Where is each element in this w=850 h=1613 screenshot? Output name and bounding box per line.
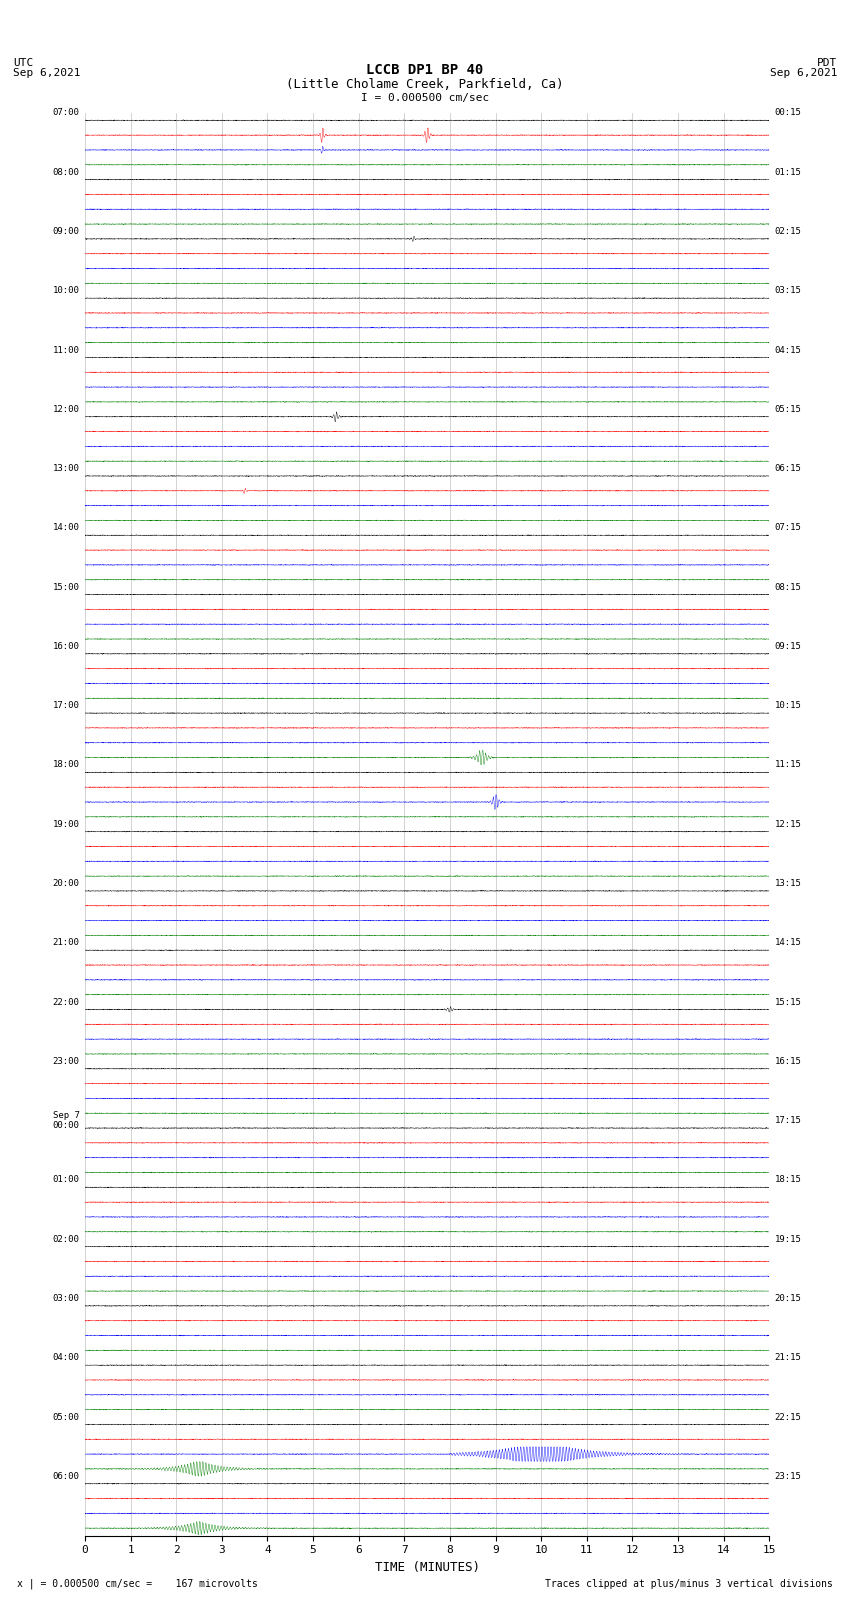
Text: LCCB DP1 BP 40: LCCB DP1 BP 40 [366, 63, 484, 77]
Text: 03:00: 03:00 [53, 1294, 80, 1303]
Text: 20:15: 20:15 [774, 1294, 802, 1303]
Text: 16:00: 16:00 [53, 642, 80, 652]
Text: 02:00: 02:00 [53, 1234, 80, 1244]
Text: 14:00: 14:00 [53, 523, 80, 532]
Text: 19:00: 19:00 [53, 819, 80, 829]
Text: 04:15: 04:15 [774, 345, 802, 355]
Text: 12:00: 12:00 [53, 405, 80, 415]
Text: 02:15: 02:15 [774, 227, 802, 235]
Text: 17:15: 17:15 [774, 1116, 802, 1126]
Text: 07:00: 07:00 [53, 108, 80, 118]
Text: 15:00: 15:00 [53, 582, 80, 592]
Text: Sep 7
00:00: Sep 7 00:00 [53, 1111, 80, 1131]
Text: 05:15: 05:15 [774, 405, 802, 415]
Text: 14:15: 14:15 [774, 939, 802, 947]
Text: 13:15: 13:15 [774, 879, 802, 889]
Text: 13:00: 13:00 [53, 465, 80, 473]
Text: UTC: UTC [13, 58, 33, 68]
Text: 07:15: 07:15 [774, 523, 802, 532]
Text: Traces clipped at plus/minus 3 vertical divisions: Traces clipped at plus/minus 3 vertical … [545, 1579, 833, 1589]
Text: 10:00: 10:00 [53, 286, 80, 295]
Text: PDT: PDT [817, 58, 837, 68]
Text: 09:15: 09:15 [774, 642, 802, 652]
Text: 18:00: 18:00 [53, 760, 80, 769]
Text: 06:15: 06:15 [774, 465, 802, 473]
Text: 17:00: 17:00 [53, 702, 80, 710]
Text: 12:15: 12:15 [774, 819, 802, 829]
Text: 05:00: 05:00 [53, 1413, 80, 1421]
Text: 21:00: 21:00 [53, 939, 80, 947]
Text: 15:15: 15:15 [774, 997, 802, 1007]
Text: 20:00: 20:00 [53, 879, 80, 889]
Text: 19:15: 19:15 [774, 1234, 802, 1244]
Text: 11:00: 11:00 [53, 345, 80, 355]
Text: x | = 0.000500 cm/sec =    167 microvolts: x | = 0.000500 cm/sec = 167 microvolts [17, 1579, 258, 1589]
Text: 09:00: 09:00 [53, 227, 80, 235]
Text: Sep 6,2021: Sep 6,2021 [13, 68, 80, 77]
X-axis label: TIME (MINUTES): TIME (MINUTES) [375, 1561, 479, 1574]
Text: Sep 6,2021: Sep 6,2021 [770, 68, 837, 77]
Text: 21:15: 21:15 [774, 1353, 802, 1363]
Text: 08:15: 08:15 [774, 582, 802, 592]
Text: I = 0.000500 cm/sec: I = 0.000500 cm/sec [361, 92, 489, 103]
Text: 04:00: 04:00 [53, 1353, 80, 1363]
Text: 08:00: 08:00 [53, 168, 80, 177]
Text: (Little Cholame Creek, Parkfield, Ca): (Little Cholame Creek, Parkfield, Ca) [286, 77, 564, 92]
Text: 01:00: 01:00 [53, 1176, 80, 1184]
Text: 22:15: 22:15 [774, 1413, 802, 1421]
Text: 06:00: 06:00 [53, 1471, 80, 1481]
Text: 01:15: 01:15 [774, 168, 802, 177]
Text: 23:00: 23:00 [53, 1057, 80, 1066]
Text: 11:15: 11:15 [774, 760, 802, 769]
Text: 18:15: 18:15 [774, 1176, 802, 1184]
Text: 22:00: 22:00 [53, 997, 80, 1007]
Text: 16:15: 16:15 [774, 1057, 802, 1066]
Text: 00:15: 00:15 [774, 108, 802, 118]
Text: 10:15: 10:15 [774, 702, 802, 710]
Text: 03:15: 03:15 [774, 286, 802, 295]
Text: 23:15: 23:15 [774, 1471, 802, 1481]
